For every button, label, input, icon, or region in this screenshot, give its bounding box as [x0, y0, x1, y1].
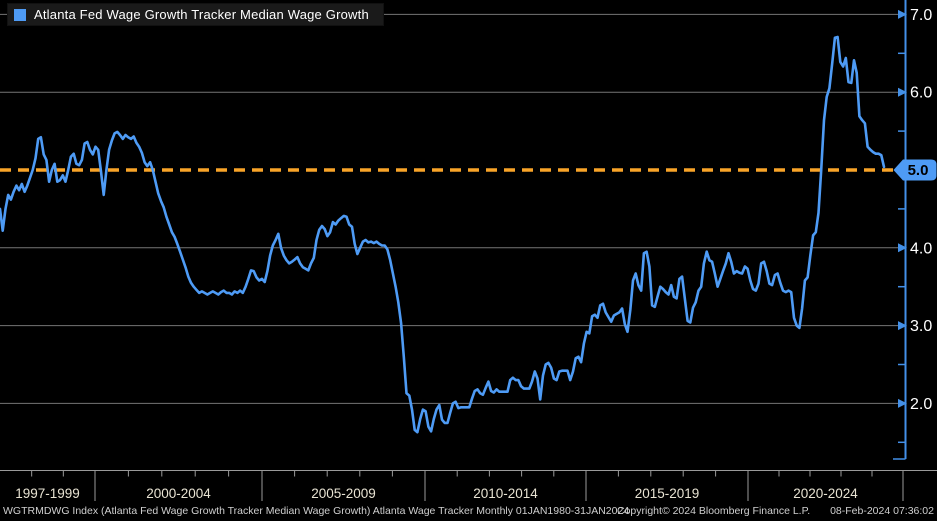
timestamp: 08-Feb-2024 07:36:02	[830, 505, 934, 517]
y-axis-tick-arrow	[898, 321, 907, 331]
wage-chart-plot-area[interactable]: 1997-1999 2000-2004 2005-2009 2010-2014 2015…	[0, 0, 937, 503]
y-axis-tick-arrow	[898, 87, 907, 97]
x-axis-period-label: 2020-2024	[793, 486, 858, 501]
y-axis-tick-label: 2.0	[910, 396, 932, 413]
y-axis-tick-arrow	[898, 243, 907, 253]
x-axis-period-label: 2015-2019	[635, 486, 700, 501]
y-axis-tick-label: 3.0	[910, 318, 932, 335]
legend-series-label: Atlanta Fed Wage Growth Tracker Median W…	[34, 7, 369, 22]
x-axis-period-label: 2010-2014	[473, 486, 538, 501]
security-description: WGTRMDWG Index (Atlanta Fed Wage Growth …	[3, 505, 630, 517]
x-axis-period-label: 2005-2009	[311, 486, 376, 501]
y-axis-tick-label: 7.0	[910, 7, 932, 24]
x-axis-period-label: 1997-1999	[15, 486, 80, 501]
legend[interactable]: Atlanta Fed Wage Growth Tracker Median W…	[7, 3, 384, 26]
status-bar: WGTRMDWG Index (Atlanta Fed Wage Growth …	[0, 503, 937, 521]
y-axis-tick-arrow	[898, 398, 907, 408]
y-axis-tick-label: 6.0	[910, 85, 932, 102]
y-axis-tick-label: 4.0	[910, 240, 932, 257]
y-axis-tick-arrow	[898, 9, 907, 19]
wage-growth-line	[0, 35, 886, 434]
last-value-badge-label: 5.0	[908, 162, 929, 179]
last-value-badge[interactable]	[893, 159, 937, 181]
x-axis-period-label: 2000-2004	[146, 486, 211, 501]
legend-series-swatch	[14, 8, 26, 21]
copyright-notice: Copyright© 2024 Bloomberg Finance L.P.	[617, 505, 811, 517]
